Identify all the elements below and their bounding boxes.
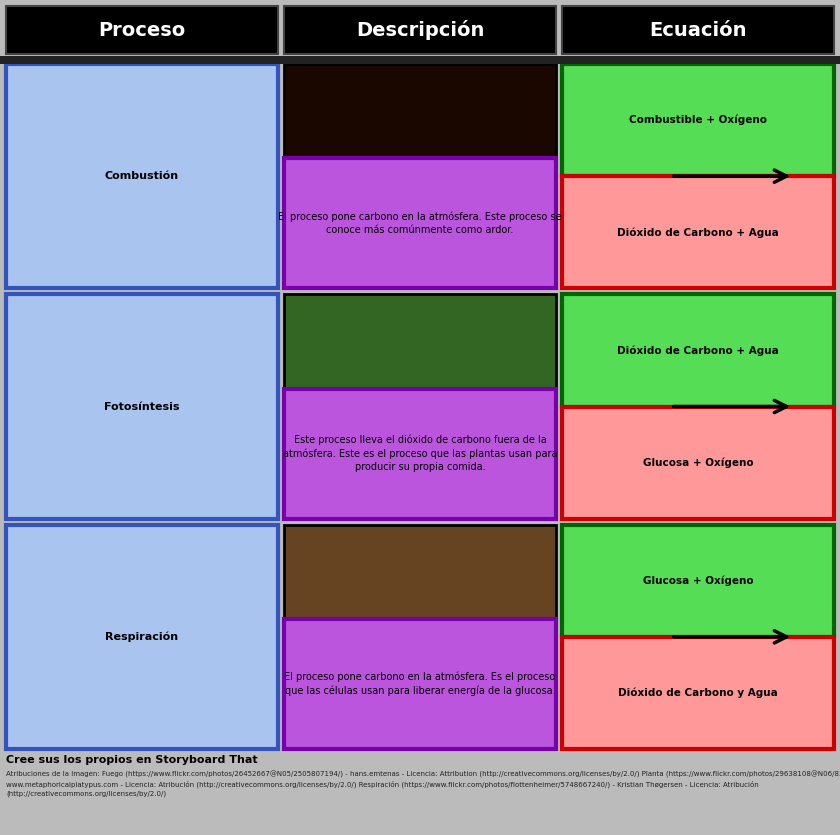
- Bar: [562, 64, 834, 176]
- Bar: [562, 407, 834, 519]
- Text: Combustible + Oxígeno: Combustible + Oxígeno: [629, 115, 767, 125]
- Text: Atribuciones de la Imagen: Fuego (https://www.flickr.com/photos/26452667@N05/250: Atribuciones de la Imagen: Fuego (https:…: [6, 771, 840, 797]
- Bar: [0, 56, 840, 64]
- Text: Fotosíntesis: Fotosíntesis: [104, 402, 180, 412]
- Text: Glucosa + Oxígeno: Glucosa + Oxígeno: [643, 575, 753, 586]
- Text: Dióxido de Carbono y Agua: Dióxido de Carbono y Agua: [618, 688, 778, 698]
- Bar: [284, 388, 556, 519]
- Bar: [284, 524, 556, 619]
- Bar: [562, 6, 834, 54]
- Text: El proceso pone carbono en la atmósfera. Es el proceso
que las células usan para: El proceso pone carbono en la atmósfera.…: [285, 671, 555, 696]
- Text: Este proceso lleva el dióxido de carbono fuera de la
atmósfera. Este es el proce: Este proceso lleva el dióxido de carbono…: [283, 435, 557, 473]
- Text: Cree sus los propios en Storyboard That: Cree sus los propios en Storyboard That: [6, 755, 258, 765]
- Bar: [562, 637, 834, 749]
- Bar: [562, 524, 834, 637]
- Text: Dióxido de Carbono + Agua: Dióxido de Carbono + Agua: [617, 345, 779, 356]
- Text: Glucosa + Oxígeno: Glucosa + Oxígeno: [643, 458, 753, 468]
- Bar: [562, 176, 834, 288]
- Bar: [562, 294, 834, 407]
- Text: Combustión: Combustión: [105, 171, 179, 181]
- Bar: [284, 619, 556, 749]
- Text: Dióxido de Carbono + Agua: Dióxido de Carbono + Agua: [617, 227, 779, 237]
- Bar: [284, 64, 556, 158]
- Bar: [6, 6, 278, 54]
- Bar: [284, 6, 556, 54]
- Bar: [6, 294, 278, 519]
- Text: El proceso pone carbono en la atmósfera. Este proceso se
conoce más comúnmente c: El proceso pone carbono en la atmósfera.…: [278, 211, 562, 235]
- Bar: [284, 294, 556, 388]
- Text: Descripción: Descripción: [356, 20, 484, 40]
- Bar: [6, 64, 278, 288]
- Bar: [284, 158, 556, 288]
- Bar: [6, 524, 278, 749]
- Text: Ecuación: Ecuación: [649, 21, 747, 39]
- Text: Respiración: Respiración: [106, 631, 179, 642]
- Text: Proceso: Proceso: [98, 21, 186, 39]
